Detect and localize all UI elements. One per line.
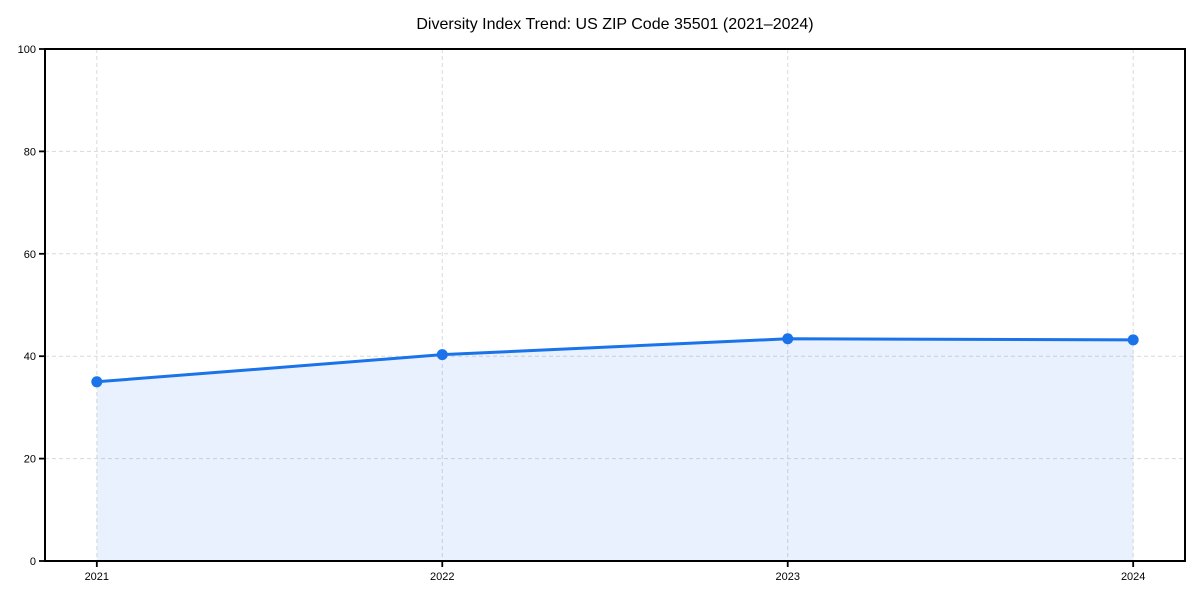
- plot-frame: [44, 48, 1186, 562]
- x-axis-tick-label: 2024: [1121, 571, 1145, 583]
- data-point-2021: [91, 376, 103, 388]
- y-axis-tick-label: 60: [24, 249, 36, 261]
- y-axis-tick-label: 80: [24, 146, 36, 158]
- data-point-2022: [436, 349, 448, 361]
- x-axis-tick-label: 2023: [775, 571, 799, 583]
- y-axis-tick-label: 20: [24, 454, 36, 466]
- y-axis-tick-label: 100: [18, 44, 36, 56]
- x-axis-tick-label: 2022: [430, 571, 454, 583]
- area-fill: [96, 338, 1134, 561]
- y-axis-tick-label: 0: [30, 556, 36, 568]
- x-axis-tick-label: 2021: [85, 571, 109, 583]
- y-axis-tick-label: 40: [24, 351, 36, 363]
- chart-title: Diversity Index Trend: US ZIP Code 35501…: [416, 16, 813, 33]
- data-point-2024: [1127, 334, 1139, 346]
- data-point-2023: [782, 333, 794, 345]
- trend-line: [95, 337, 1135, 384]
